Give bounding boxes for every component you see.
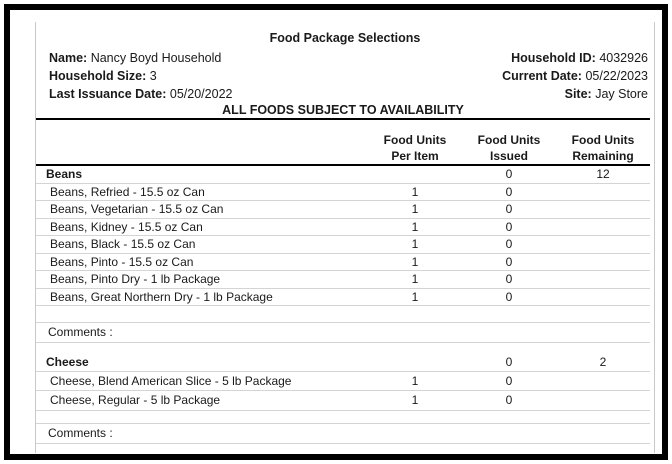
issued-header-line2: Issued: [489, 149, 528, 163]
item-issued: 0: [505, 254, 513, 269]
item-name: Beans, Kidney - 15.5 oz Can: [50, 219, 203, 234]
table-row: Beans, Pinto Dry - 1 lb Package 1 0: [36, 271, 650, 289]
availability-notice: ALL FOODS SUBJECT TO AVAILABILITY: [36, 103, 650, 120]
item-remaining: [556, 271, 650, 288]
household-info-block: Name: Nancy Boyd Household Household Siz…: [36, 46, 654, 103]
page-title: Food Package Selections: [269, 31, 421, 45]
household-size-label: Household Size:: [49, 69, 147, 83]
household-id-value: 4032926: [599, 51, 648, 65]
table-row: Beans, Kidney - 15.5 oz Can 1 0: [36, 219, 650, 236]
table-row: Beans, Great Northern Dry - 1 lb Package…: [36, 289, 650, 306]
item-per-item: 1: [411, 202, 419, 216]
item-per-item: 1: [411, 393, 419, 407]
household-size-value: 3: [149, 69, 157, 83]
category-name: Beans: [46, 167, 83, 181]
item-issued: 0: [505, 393, 513, 407]
household-size-line: Household Size: 3: [49, 67, 232, 85]
item-issued: 0: [505, 272, 513, 286]
category-per-item: [368, 166, 462, 183]
item-name: Beans, Pinto Dry - 1 lb Package: [50, 272, 221, 286]
household-info-right: Household ID: 4032926 Current Date: 05/2…: [502, 49, 648, 103]
category-issued: 0: [505, 355, 513, 369]
issued-column-header: Food Units Issued: [462, 132, 556, 164]
item-remaining: [556, 391, 650, 410]
item-per-item: 1: [411, 237, 419, 251]
item-name: Beans, Pinto - 15.5 oz Can: [50, 254, 194, 269]
last-issuance-date-label: Last Issuance Date:: [49, 87, 167, 101]
item-per-item: 1: [411, 184, 419, 199]
table-row: Beans, Black - 15.5 oz Can 1 0: [36, 236, 650, 254]
item-name: Beans, Vegetarian - 15.5 oz Can: [50, 202, 224, 216]
item-issued: 0: [505, 237, 513, 251]
per-item-header-line2: Per Item: [391, 149, 439, 163]
remaining-column-header: Food Units Remaining: [556, 132, 650, 164]
item-remaining: [556, 201, 650, 218]
current-date-value: 05/22/2023: [585, 69, 648, 83]
item-remaining: [556, 254, 650, 271]
category-row-beans: Beans 0 12: [36, 166, 650, 184]
category-remaining: 12: [596, 167, 610, 181]
household-info-left: Name: Nancy Boyd Household Household Siz…: [49, 49, 232, 103]
item-per-item: 1: [411, 219, 419, 234]
item-per-item: 1: [411, 254, 419, 269]
report-outer-frame: Food Package Selections Name: Nancy Boyd…: [4, 4, 668, 460]
item-name: Beans, Refried - 15.5 oz Can: [50, 184, 205, 199]
item-per-item: 1: [411, 289, 419, 304]
item-column-header: [36, 132, 368, 164]
category-name: Cheese: [46, 355, 89, 369]
site-value: Jay Store: [595, 87, 648, 101]
item-name: Cheese, Blend American Slice - 5 lb Pack…: [50, 373, 292, 388]
item-issued: 0: [505, 202, 513, 216]
item-per-item: 1: [411, 272, 419, 286]
name-label: Name:: [49, 51, 88, 65]
remaining-header-line2: Remaining: [572, 149, 634, 163]
last-issuance-date-value: 05/20/2022: [169, 87, 233, 101]
household-id-line: Household ID: 4032926: [502, 49, 648, 67]
comments-row-beans: Comments :: [36, 322, 650, 343]
table-row: Beans, Refried - 15.5 oz Can 1 0: [36, 184, 650, 201]
item-remaining: [556, 289, 650, 306]
item-issued: 0: [505, 373, 513, 388]
issued-header-line1: Food Units: [477, 133, 541, 147]
table-header-row: Food Units Per Item Food Units Issued Fo…: [36, 120, 650, 166]
item-remaining: [556, 184, 650, 201]
category-issued: 0: [505, 167, 513, 181]
table-row: Beans, Pinto - 15.5 oz Can 1 0: [36, 254, 650, 271]
name-line: Name: Nancy Boyd Household: [49, 49, 232, 67]
per-item-column-header: Food Units Per Item: [368, 132, 462, 164]
item-name: Beans, Black - 15.5 oz Can: [50, 237, 196, 251]
remaining-header-line1: Food Units: [571, 133, 635, 147]
name-value: Nancy Boyd Household: [90, 51, 222, 65]
current-date-label: Current Date:: [502, 69, 582, 83]
item-name: Cheese, Regular - 5 lb Package: [50, 393, 221, 407]
table-row: Cheese, Blend American Slice - 5 lb Pack…: [36, 372, 650, 391]
item-name: Beans, Great Northern Dry - 1 lb Package: [50, 289, 273, 304]
item-remaining: [556, 236, 650, 253]
household-id-label: Household ID:: [511, 51, 596, 65]
table-row: Cheese, Regular - 5 lb Package 1 0: [36, 391, 650, 411]
item-issued: 0: [505, 184, 513, 199]
item-remaining: [556, 219, 650, 236]
empty-row: [36, 411, 650, 423]
report-page: Food Package Selections Name: Nancy Boyd…: [35, 22, 655, 453]
comments-row-cheese: Comments :: [36, 422, 650, 444]
empty-row: [36, 306, 650, 322]
site-line: Site: Jay Store: [502, 85, 648, 103]
current-date-line: Current Date: 05/22/2023: [502, 67, 648, 85]
table-row: Beans, Vegetarian - 15.5 oz Can 1 0: [36, 201, 650, 219]
item-per-item: 1: [411, 373, 419, 388]
category-row-cheese: Cheese 0 2: [36, 354, 650, 372]
category-remaining: 2: [599, 355, 607, 369]
item-remaining: [556, 372, 650, 391]
category-per-item: [368, 354, 462, 371]
item-issued: 0: [505, 219, 513, 234]
site-label: Site:: [564, 87, 592, 101]
last-issuance-date-line: Last Issuance Date: 05/20/2022: [49, 85, 232, 103]
per-item-header-line1: Food Units: [383, 133, 447, 147]
item-issued: 0: [505, 289, 513, 304]
